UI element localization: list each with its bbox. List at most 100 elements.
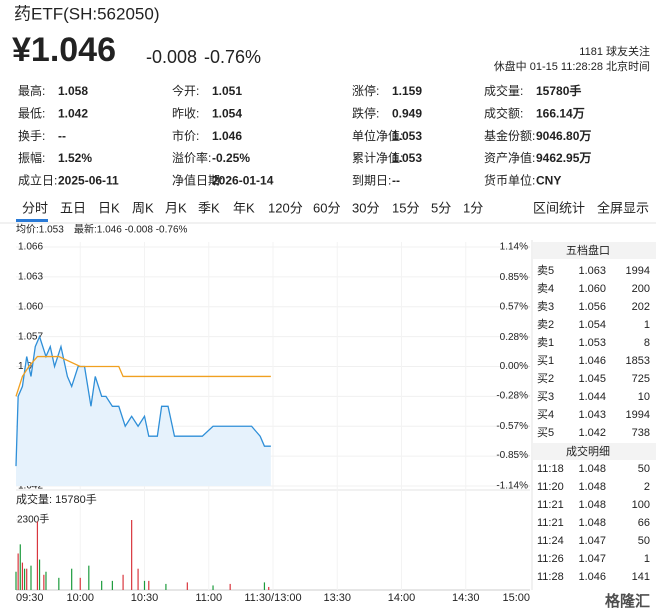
tab-underline xyxy=(16,219,48,222)
change: -0.008 xyxy=(146,47,197,67)
y2-tick-label: -0.57% xyxy=(496,421,528,432)
stat-label: 资产净值: xyxy=(484,150,535,165)
stat-value: 0.949 xyxy=(392,106,422,120)
trade-price: 1.048 xyxy=(578,481,606,493)
ob-volume: 8 xyxy=(644,337,650,349)
volume-bar xyxy=(30,565,32,590)
y-tick-label: 2300手 xyxy=(17,513,49,526)
y-tick-label: 1.060 xyxy=(18,301,43,312)
tab[interactable]: 分时 xyxy=(22,200,48,215)
volume-bar xyxy=(19,544,21,590)
ob-volume: 738 xyxy=(632,427,650,439)
ob-volume: 1994 xyxy=(626,265,650,277)
stat-label: 累计净值: xyxy=(352,150,403,165)
stat-value: -0.25% xyxy=(212,151,250,165)
stat-label: 成立日: xyxy=(18,172,57,187)
ob-label: 买2 xyxy=(537,372,554,385)
trade-price: 1.046 xyxy=(578,571,606,583)
panel-header xyxy=(533,443,656,460)
stat-value: 1.046 xyxy=(212,129,242,143)
y-tick-label: 1.063 xyxy=(18,272,43,283)
volume-bar xyxy=(58,577,60,590)
x-tick-label: 15:00 xyxy=(502,592,530,604)
x-tick-label: 10:00 xyxy=(66,592,94,604)
trade-price: 1.047 xyxy=(578,553,606,565)
tab[interactable]: 月K xyxy=(165,200,187,215)
trade-volume: 2 xyxy=(644,481,650,493)
ob-price: 1.054 xyxy=(578,319,606,331)
ob-price: 1.045 xyxy=(578,373,606,385)
stat-label: 成交额: xyxy=(484,105,523,120)
stat-value: 166.14万 xyxy=(536,106,585,120)
stat-value: 1.159 xyxy=(392,84,422,98)
panel-title: 五档盘口 xyxy=(566,243,610,257)
stat-value: 1.053 xyxy=(392,151,422,165)
tab[interactable]: 30分 xyxy=(352,200,379,215)
ob-label: 卖4 xyxy=(537,282,554,295)
volume-bar xyxy=(131,520,133,590)
stat-label: 基金份额: xyxy=(484,128,535,143)
stat-label: 最高: xyxy=(18,83,45,98)
ob-price: 1.056 xyxy=(578,301,606,313)
stat-value: 1.52% xyxy=(58,151,92,165)
stat-value: 1.053 xyxy=(392,129,422,143)
y2-tick-label: -0.28% xyxy=(496,390,528,401)
ob-price: 1.046 xyxy=(578,355,606,367)
stat-value: -- xyxy=(58,129,66,143)
tab[interactable]: 季K xyxy=(198,200,220,215)
ob-label: 卖1 xyxy=(537,336,554,349)
trade-time: 11:21 xyxy=(537,499,564,511)
stat-label: 净值日期: xyxy=(172,172,223,187)
trade-volume: 50 xyxy=(638,463,650,475)
tab[interactable]: 1分 xyxy=(463,200,483,215)
y-tick-label: 1.054 xyxy=(18,361,43,372)
stat-label: 市价: xyxy=(172,128,199,143)
volume-bar xyxy=(137,568,139,590)
stat-label: 溢价率: xyxy=(172,150,211,165)
tab[interactable]: 5分 xyxy=(431,200,451,215)
ob-price: 1.060 xyxy=(578,283,606,295)
price-line xyxy=(15,334,271,467)
tab[interactable]: 五日 xyxy=(60,200,86,215)
stat-label: 涨停: xyxy=(352,83,379,98)
y-tick-label: 1.066 xyxy=(18,242,43,253)
stat-value: CNY xyxy=(536,173,561,187)
stat-label: 最低: xyxy=(18,106,45,120)
change-pct: -0.76% xyxy=(204,47,261,67)
trade-price: 1.047 xyxy=(578,535,606,547)
tool[interactable]: 全屏显示 xyxy=(597,200,649,215)
stat-value: 2025-06-11 xyxy=(58,173,119,187)
trade-price: 1.048 xyxy=(578,463,606,475)
volume-bar xyxy=(36,521,39,590)
tool[interactable]: 区间统计 xyxy=(533,200,585,215)
ob-price: 1.063 xyxy=(578,265,606,277)
trade-volume: 66 xyxy=(638,517,650,529)
stat-label: 昨收: xyxy=(172,106,199,120)
volume-bar xyxy=(143,580,146,590)
stat-value: 1.058 xyxy=(58,84,88,98)
ob-label: 买4 xyxy=(537,408,554,421)
tab[interactable]: 120分 xyxy=(268,200,303,215)
stat-value: 1.051 xyxy=(212,84,242,98)
volume-bar xyxy=(23,568,26,590)
price: ¥1.046 xyxy=(12,31,116,69)
tab[interactable]: 年K xyxy=(233,200,255,215)
price-area xyxy=(16,336,271,486)
ob-price: 1.042 xyxy=(578,427,606,439)
tab[interactable]: 周K xyxy=(132,200,154,215)
stat-label: 振幅: xyxy=(18,150,45,165)
x-tick-label: 10:30 xyxy=(131,592,159,604)
ob-volume: 10 xyxy=(638,391,650,403)
legend-last: 最新:1.046 -0.008 -0.76% xyxy=(74,223,188,236)
x-tick-label: 13:30 xyxy=(323,592,351,604)
volume-bar xyxy=(88,565,90,590)
y2-tick-label: 0.57% xyxy=(500,301,528,312)
y2-tick-label: 0.28% xyxy=(500,332,528,343)
tab[interactable]: 15分 xyxy=(392,200,419,215)
tab[interactable]: 日K xyxy=(98,200,120,215)
y2-tick-label: 1.14% xyxy=(500,242,528,253)
tab[interactable]: 60分 xyxy=(313,200,340,215)
volume-bar xyxy=(43,574,45,590)
ob-volume: 202 xyxy=(632,301,650,313)
trade-time: 11:20 xyxy=(537,481,564,493)
